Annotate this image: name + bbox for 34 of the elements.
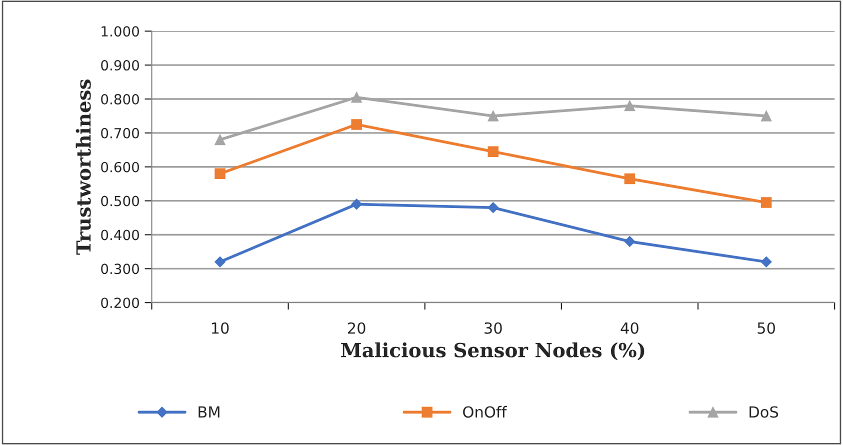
legend-label: OnOff [463, 406, 508, 418]
point [760, 110, 772, 122]
y-tick-label: 0.700 [101, 128, 140, 138]
point [351, 198, 362, 210]
x-tick-label: 10 [212, 322, 229, 334]
x-tick-label: 20 [348, 322, 366, 334]
y-tick-label: 0.300 [101, 264, 140, 274]
point [624, 173, 636, 184]
y-tick-label: 0.800 [101, 94, 140, 104]
y-tick-label: 1.000 [102, 26, 140, 37]
y-tick-label: 0.400 [101, 230, 140, 240]
y-tick-label: 0.900 [101, 60, 140, 71]
legend-label: DoS [750, 406, 778, 418]
point [760, 256, 772, 268]
point [488, 110, 499, 122]
x-tick-label: 40 [620, 322, 638, 334]
x-tick-label: 50 [758, 322, 775, 334]
point [488, 202, 499, 214]
point [214, 256, 226, 268]
point [624, 100, 636, 112]
point [488, 146, 499, 157]
y-axis-title: Trustworthiness [76, 80, 91, 255]
point [214, 168, 226, 180]
x-tick-label: 30 [484, 322, 502, 334]
point [624, 236, 636, 247]
x-axis-title: Malicious Sensor Nodes (%) [341, 342, 644, 360]
point [351, 92, 362, 103]
y-tick-label: 0.600 [101, 162, 140, 172]
y-tick-label: 0.200 [101, 298, 140, 308]
legend-label: BM [198, 406, 220, 418]
point [760, 197, 772, 208]
point [214, 134, 226, 146]
y-tick-label: 0.500 [101, 196, 140, 206]
point [351, 119, 362, 130]
